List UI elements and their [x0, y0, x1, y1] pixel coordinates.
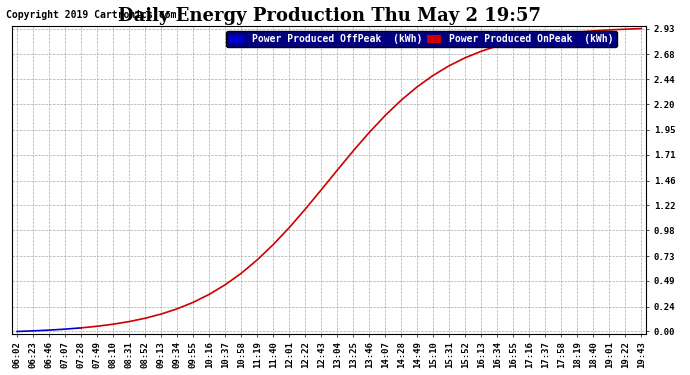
- Legend: Power Produced OffPeak  (kWh), Power Produced OnPeak  (kWh): Power Produced OffPeak (kWh), Power Prod…: [226, 32, 617, 47]
- Title: Daily Energy Production Thu May 2 19:57: Daily Energy Production Thu May 2 19:57: [118, 7, 541, 25]
- Text: Copyright 2019 Cartronics.com: Copyright 2019 Cartronics.com: [6, 10, 177, 20]
